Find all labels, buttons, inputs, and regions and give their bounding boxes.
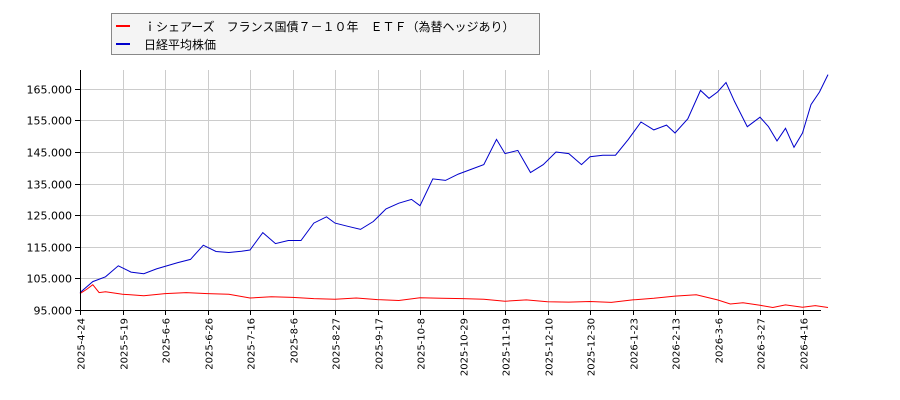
series-line-french-bond-etf xyxy=(79,284,829,309)
x-tick-label: 2025-10-29 xyxy=(460,318,471,376)
y-tick-label: 95.000 xyxy=(34,305,73,318)
x-tick-label: 2026-3-6 xyxy=(715,318,726,363)
y-tick-label: 125.000 xyxy=(27,210,73,223)
x-tick-label: 2025-6-6 xyxy=(162,318,173,363)
y-tick-label: 165.000 xyxy=(27,84,73,97)
x-tick-label: 2025-8-27 xyxy=(332,318,343,370)
series-line-nikkei xyxy=(79,74,829,293)
legend-swatch-red xyxy=(116,25,130,27)
y-tick-label: 145.000 xyxy=(27,147,73,160)
y-tick-label: 135.000 xyxy=(27,179,73,192)
chart-legend: ｉシェアーズ フランス国債７－１０年 ＥＴＦ（為替ヘッジあり） 日経平均株価 xyxy=(111,13,540,55)
x-tick-label: 2025-10-8 xyxy=(417,318,428,370)
x-tick-label: 2026-2-13 xyxy=(672,318,683,370)
y-tick-label: 155.000 xyxy=(27,115,73,128)
x-axis-ticks: 2025-4-24 2025-5-19 2025-6-6 2025-6-26 2025-… xyxy=(77,310,811,376)
legend-item-ishares-france-bond-etf: ｉシェアーズ フランス国債７－１０年 ＥＴＦ（為替ヘッジあり） xyxy=(116,17,514,35)
grid-lines xyxy=(80,70,821,310)
x-tick-label: 2025-6-26 xyxy=(205,318,216,370)
y-tick-label: 115.000 xyxy=(27,242,73,255)
y-tick-label: 105.000 xyxy=(27,273,73,286)
x-tick-label: 2025-11-19 xyxy=(502,318,513,376)
y-axis-ticks: 95.000 105.000 115.000 125.000 135.000 145.00… xyxy=(27,84,80,318)
x-tick-label: 2026-1-23 xyxy=(630,318,641,370)
x-tick-label: 2025-12-10 xyxy=(545,318,556,376)
x-tick-label: 2025-12-30 xyxy=(587,318,598,376)
legend-label: 日経平均株価 xyxy=(144,37,217,52)
series-lines xyxy=(79,74,829,309)
legend-item-nikkei-225: 日経平均株価 xyxy=(116,35,216,53)
x-tick-label: 2025-9-17 xyxy=(375,318,386,370)
legend-label: ｉシェアーズ フランス国債７－１０年 ＥＴＦ（為替ヘッジあり） xyxy=(144,19,515,34)
x-tick-label: 2025-5-19 xyxy=(120,318,131,370)
x-tick-label: 2025-8-6 xyxy=(290,318,301,363)
x-tick-label: 2025-4-24 xyxy=(77,318,88,370)
x-tick-label: 2025-7-16 xyxy=(247,318,258,370)
legend-swatch-blue xyxy=(116,43,130,45)
axes xyxy=(80,70,821,311)
x-tick-label: 2026-3-27 xyxy=(757,318,768,370)
x-tick-label: 2026-4-16 xyxy=(800,318,811,370)
